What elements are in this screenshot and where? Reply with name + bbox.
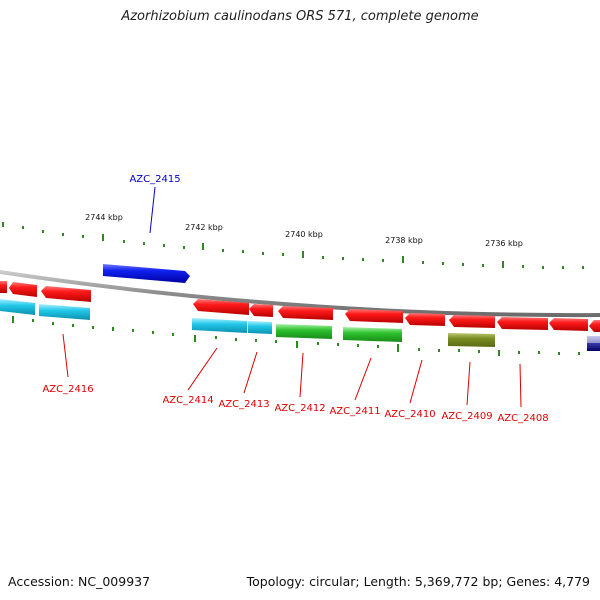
feature-block[interactable] — [587, 343, 600, 351]
gene-arrow[interactable] — [589, 320, 600, 332]
gene-label-azc-2412[interactable]: AZC_2412 — [274, 403, 325, 414]
gene-arrow[interactable] — [449, 315, 495, 328]
inner-scale-ticks — [12, 316, 580, 356]
gene-arrow[interactable] — [249, 304, 273, 317]
scale-label-2740: 2740 kbp — [285, 230, 323, 239]
leader-line — [409, 359, 423, 404]
leader-line — [187, 347, 218, 391]
gene-label-azc-2414[interactable]: AZC_2414 — [162, 395, 213, 406]
gene-arrow[interactable] — [193, 299, 249, 315]
gene-label-azc-2409[interactable]: AZC_2409 — [441, 411, 492, 422]
map-title: Azorhizobium caulinodans ORS 571, comple… — [121, 9, 479, 24]
feature-block[interactable] — [248, 321, 272, 334]
gene-arrow[interactable] — [41, 286, 91, 302]
gene-arrow[interactable] — [9, 282, 37, 297]
gene-label-azc-2415[interactable]: AZC_2415 — [129, 174, 180, 185]
gene-arrow[interactable] — [0, 281, 7, 293]
leader-line — [466, 361, 471, 406]
gene-label-azc-2408[interactable]: AZC_2408 — [497, 413, 548, 424]
feature-block[interactable] — [343, 327, 402, 342]
gene-arrow[interactable] — [278, 306, 333, 320]
leader-line — [62, 333, 69, 378]
feature-row — [0, 299, 600, 351]
topology-text: Topology: circular; Length: 5,369,772 bp… — [246, 574, 590, 589]
leader-line — [519, 363, 522, 408]
gene-arrow[interactable] — [497, 317, 548, 330]
reverse-strand-genes — [0, 281, 600, 332]
accession-text: Accession: NC_009937 — [8, 574, 151, 589]
gene-label-azc-2416[interactable]: AZC_2416 — [42, 384, 93, 395]
gene-arrow[interactable] — [405, 313, 445, 326]
scale-label-2742: 2742 kbp — [185, 223, 223, 232]
feature-block[interactable] — [192, 318, 247, 333]
outer-scale-ticks — [2, 222, 584, 269]
scale-label-2736: 2736 kbp — [485, 239, 523, 248]
leader-line — [243, 351, 258, 394]
feature-block[interactable] — [448, 333, 495, 347]
scale-label-2738: 2738 kbp — [385, 236, 423, 245]
scale-label-2744: 2744 kbp — [85, 213, 123, 222]
leader-line — [354, 357, 372, 401]
feature-block[interactable] — [0, 299, 35, 315]
gene-label-azc-2410[interactable]: AZC_2410 — [384, 409, 435, 420]
gene-label-azc-2411[interactable]: AZC_2411 — [329, 406, 380, 417]
leader-line — [299, 352, 304, 398]
leader-line — [149, 186, 156, 234]
feature-block[interactable] — [39, 304, 90, 320]
gene-label-azc-2413[interactable]: AZC_2413 — [218, 399, 269, 410]
feature-block[interactable] — [587, 336, 600, 343]
gene-arrow[interactable] — [549, 318, 588, 331]
gene-arrow-azc-2415[interactable] — [103, 264, 190, 283]
feature-block[interactable] — [276, 324, 332, 339]
gene-arrow[interactable] — [345, 309, 403, 323]
label-leaders — [62, 186, 522, 408]
